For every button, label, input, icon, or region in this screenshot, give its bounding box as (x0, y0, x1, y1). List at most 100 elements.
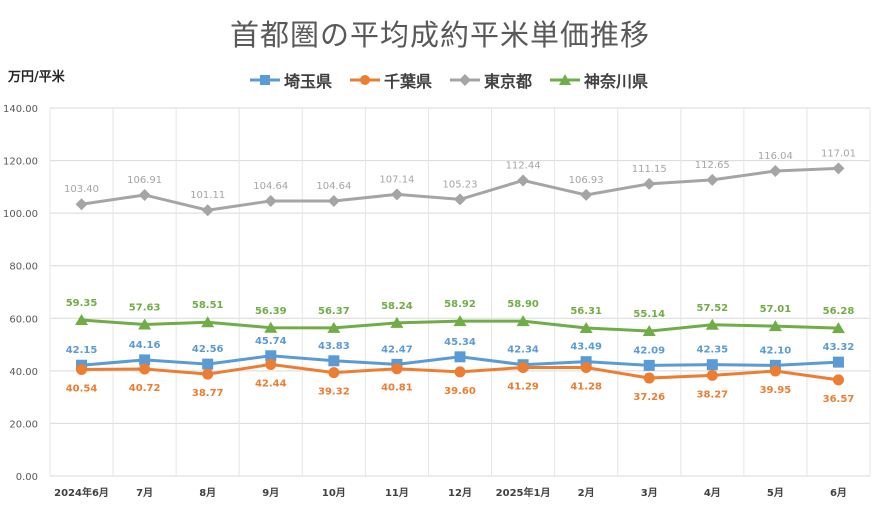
data-point-tokyo (643, 177, 656, 190)
data-label-tokyo: 112.65 (695, 160, 730, 171)
data-point-chiba (265, 358, 277, 370)
data-point-tokyo (327, 194, 340, 207)
data-label-tokyo: 111.15 (632, 164, 667, 175)
data-point-chiba (139, 363, 151, 375)
legend-label-chiba: 千葉県 (384, 72, 433, 91)
data-label-saitama: 43.32 (823, 342, 855, 353)
data-label-chiba: 39.95 (760, 385, 792, 396)
x-tick-label: 2025年1月 (496, 486, 551, 499)
data-point-kanagawa (390, 316, 404, 328)
data-label-tokyo: 116.04 (758, 151, 793, 162)
data-point-chiba (517, 361, 529, 373)
data-point-chiba (76, 363, 88, 375)
legend-item-saitama: 埼玉県 (250, 68, 332, 92)
data-label-tokyo: 104.64 (253, 181, 288, 192)
data-label-kanagawa: 56.31 (570, 306, 602, 317)
data-label-tokyo: 105.23 (443, 179, 478, 190)
data-label-saitama: 42.15 (66, 345, 98, 356)
data-point-kanagawa (516, 315, 530, 327)
data-label-chiba: 42.44 (255, 378, 287, 389)
x-tick-label: 2024年6月 (54, 486, 109, 499)
legend-label-kanagawa: 神奈川県 (584, 72, 649, 91)
data-point-kanagawa (453, 315, 467, 327)
legend-label-saitama: 埼玉県 (284, 72, 333, 91)
legend-label-tokyo: 東京都 (484, 72, 533, 91)
data-point-kanagawa (201, 316, 215, 328)
data-label-saitama: 42.56 (192, 344, 224, 355)
data-label-kanagawa: 58.92 (444, 299, 476, 310)
data-point-chiba (328, 367, 340, 379)
data-point-tokyo (390, 188, 403, 201)
data-label-saitama: 43.83 (318, 341, 350, 352)
data-label-kanagawa: 58.90 (507, 299, 539, 310)
y-tick-label: 20.00 (9, 419, 38, 430)
data-point-tokyo (580, 188, 593, 201)
x-tick-label: 3月 (641, 487, 658, 499)
data-point-saitama (454, 351, 466, 363)
data-point-chiba (643, 372, 655, 384)
data-label-kanagawa: 58.51 (192, 300, 224, 311)
data-point-tokyo (769, 164, 782, 177)
data-label-tokyo: 101.11 (190, 190, 225, 201)
data-point-tokyo (454, 193, 466, 206)
data-point-kanagawa (264, 321, 278, 333)
data-label-saitama: 45.34 (444, 337, 476, 348)
data-point-kanagawa (75, 313, 89, 325)
data-point-kanagawa (705, 318, 719, 330)
x-tick-label: 5月 (767, 487, 784, 499)
data-point-chiba (391, 363, 403, 375)
legend-marker-saitama (250, 75, 280, 85)
x-tick-label: 2月 (578, 487, 595, 499)
data-point-saitama (706, 359, 718, 371)
x-tick-label: 9月 (262, 487, 279, 499)
data-point-kanagawa (579, 321, 593, 333)
data-point-tokyo (517, 174, 530, 187)
data-label-saitama: 42.35 (696, 345, 728, 356)
data-label-tokyo: 103.40 (64, 184, 99, 195)
data-label-chiba: 40.72 (129, 383, 161, 394)
data-label-saitama: 42.47 (381, 344, 413, 355)
data-label-kanagawa: 57.63 (129, 303, 161, 314)
x-tick-label: 11月 (385, 487, 409, 499)
data-point-chiba (580, 361, 592, 373)
data-label-kanagawa: 55.14 (633, 309, 665, 320)
data-point-saitama (769, 359, 781, 371)
data-point-tokyo (832, 162, 845, 175)
data-label-kanagawa: 56.37 (318, 306, 350, 317)
data-label-kanagawa: 56.28 (823, 306, 855, 317)
y-tick-label: 140.00 (3, 104, 38, 115)
data-label-tokyo: 106.91 (127, 175, 162, 186)
data-point-tokyo (264, 194, 277, 207)
x-tick-label: 12月 (448, 487, 472, 499)
data-point-tokyo (138, 188, 151, 201)
data-label-tokyo: 104.64 (316, 181, 351, 192)
x-tick-label: 6月 (830, 487, 847, 499)
data-label-chiba: 39.60 (444, 386, 476, 397)
data-point-kanagawa (138, 318, 152, 330)
y-tick-label: 0.00 (16, 472, 38, 483)
data-label-chiba: 37.26 (633, 392, 665, 403)
data-label-chiba: 40.54 (66, 383, 98, 394)
x-tick-label: 8月 (199, 487, 216, 499)
legend-item-chiba: 千葉県 (350, 68, 432, 92)
data-point-saitama (265, 350, 277, 362)
data-label-chiba: 41.29 (507, 381, 539, 392)
chart-title: 首都圏の平均成約平米単価推移 (229, 18, 650, 52)
data-point-tokyo (75, 198, 88, 211)
legend-marker-chiba (350, 75, 381, 85)
legend-marker-tokyo (450, 74, 481, 86)
data-label-saitama: 45.74 (255, 336, 287, 347)
data-label-chiba: 40.81 (381, 383, 413, 394)
y-tick-label: 40.00 (9, 367, 38, 378)
data-label-saitama: 42.09 (633, 345, 665, 356)
data-point-saitama (580, 356, 592, 368)
data-label-saitama: 44.16 (129, 340, 161, 351)
data-point-tokyo (201, 204, 214, 217)
data-label-kanagawa: 57.52 (696, 303, 728, 314)
data-label-tokyo: 112.44 (506, 160, 541, 171)
data-label-tokyo: 106.93 (569, 175, 604, 186)
y-tick-label: 100.00 (3, 209, 38, 220)
data-label-kanagawa: 59.35 (66, 298, 98, 309)
data-label-chiba: 39.32 (318, 387, 350, 398)
